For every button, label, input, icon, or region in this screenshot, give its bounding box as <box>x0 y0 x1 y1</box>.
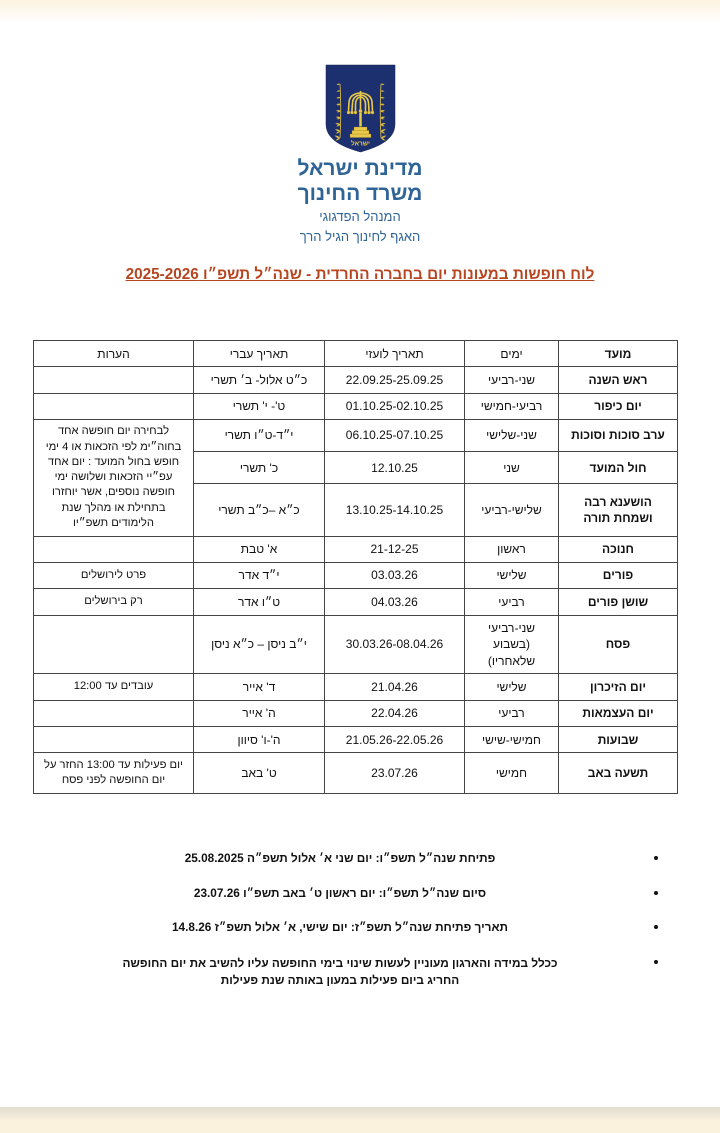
svg-text:ישראל: ישראל <box>351 140 370 148</box>
